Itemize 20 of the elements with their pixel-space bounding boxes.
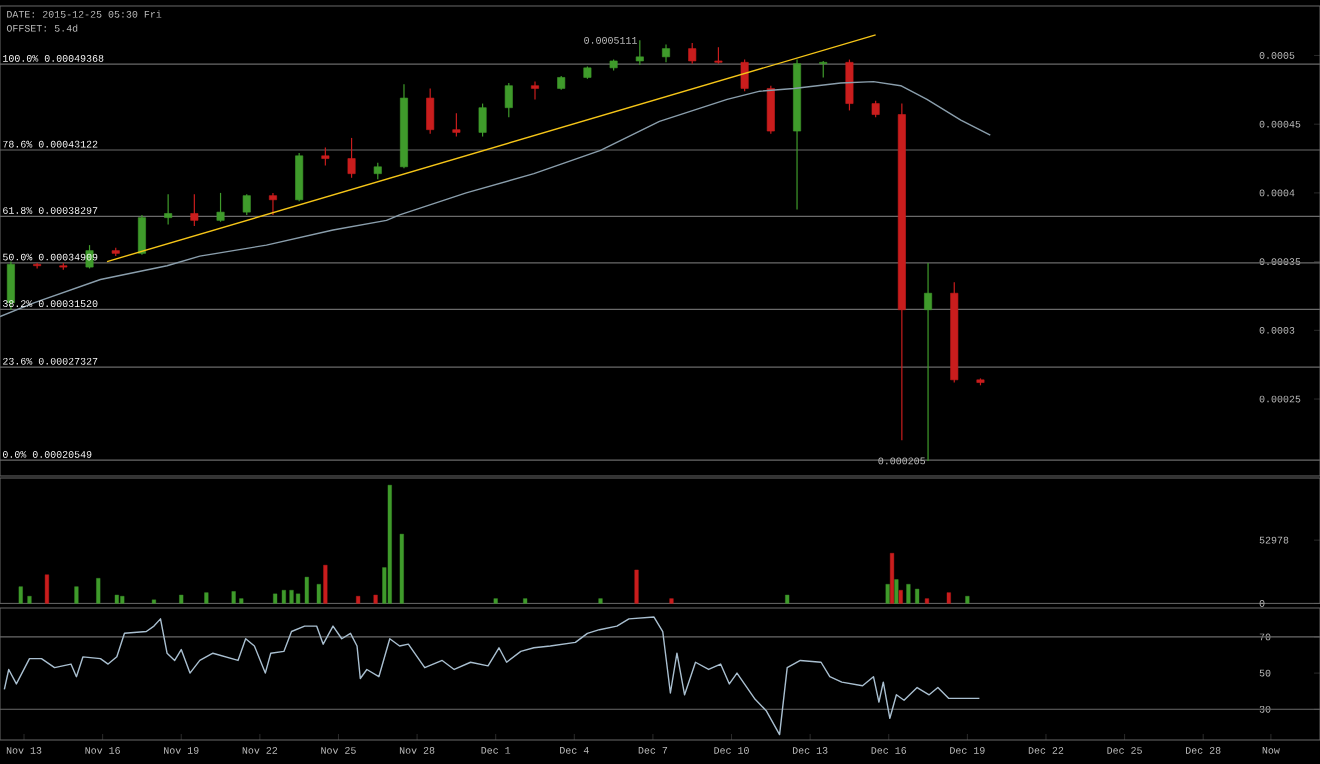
line-series [0, 80, 991, 318]
candlestick [242, 193, 251, 216]
candlestick [295, 152, 304, 202]
candlestick [504, 82, 513, 118]
candlestick [137, 214, 146, 256]
candlestick [924, 262, 933, 462]
candlestick [635, 39, 644, 66]
candlestick [452, 112, 461, 138]
candlestick [190, 193, 199, 227]
candlestick [478, 102, 487, 138]
candlestick [426, 87, 435, 135]
candlestick [347, 137, 356, 179]
candlestick [531, 80, 539, 101]
candlestick [216, 192, 225, 223]
candlestick [766, 85, 775, 135]
candlestick [268, 192, 277, 216]
candlestick [164, 193, 173, 226]
candlestick [845, 58, 854, 112]
candlestick [688, 42, 697, 65]
candlestick [740, 58, 749, 92]
